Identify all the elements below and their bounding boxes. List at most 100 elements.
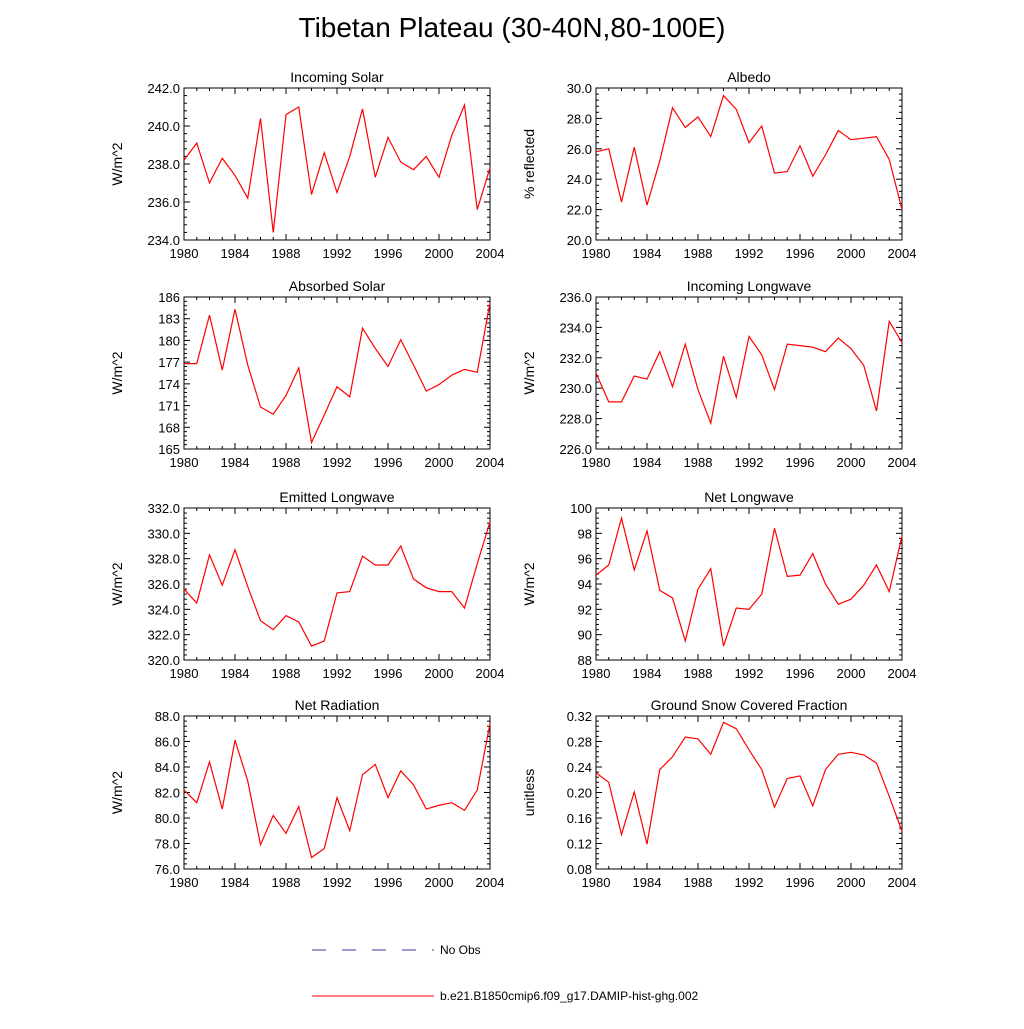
chart-panel-6: Net Longwave W/m^2 1980 1984 1988 1992 1996 200… (521, 489, 916, 681)
y-tick-label: 232.0 (559, 351, 592, 366)
x-tick-label: 1980 (582, 666, 611, 681)
chart-title: Emitted Longwave (279, 489, 394, 505)
series-line (595, 515, 903, 647)
y-tick-label: 80.0 (155, 811, 180, 826)
plot-frame (595, 715, 903, 870)
y-tick-label: 92 (578, 602, 592, 617)
chart-title: Incoming Longwave (687, 278, 812, 294)
x-tick-label: 1992 (735, 455, 764, 470)
x-tick-label: 1984 (633, 246, 662, 261)
plot-frame (183, 87, 491, 241)
series-line (595, 319, 903, 426)
y-tick-label: 226.0 (559, 442, 592, 457)
x-tick-label: 1980 (170, 455, 199, 470)
x-tick-label: 1984 (221, 875, 250, 890)
y-tick-label: 328.0 (147, 552, 180, 567)
x-tick-label: 1984 (221, 246, 250, 261)
y-tick-label: 88.0 (155, 709, 180, 724)
x-tick-label: 1984 (633, 455, 662, 470)
y-axis-label: W/m^2 (521, 562, 537, 605)
x-tick-label: 1992 (735, 246, 764, 261)
x-tick-label: 1988 (272, 875, 301, 890)
plot-frame (595, 87, 903, 241)
chart-panel-2: Albedo % reflected 1980 1984 1988 1992 1996 200… (521, 69, 916, 261)
y-tick-label: 24.0 (567, 172, 592, 187)
plot-frame (595, 507, 903, 661)
series-line (183, 723, 491, 859)
x-tick-label: 1992 (323, 875, 352, 890)
chart-panel-7: Net Radiation W/m^2 1980 1984 1988 1992 1996 20… (109, 697, 504, 890)
chart-panel-4: Incoming Longwave W/m^2 1980 1984 1988 1992 19… (521, 278, 916, 470)
y-tick-label: 165 (158, 442, 180, 457)
x-tick-label: 2000 (837, 875, 866, 890)
y-tick-label: 183 (158, 312, 180, 327)
x-tick-label: 1980 (582, 455, 611, 470)
y-tick-label: 168 (158, 420, 180, 435)
plot-frame (183, 296, 491, 450)
y-tick-label: 98 (578, 526, 592, 541)
x-tick-label: 1996 (786, 455, 815, 470)
y-tick-label: 171 (158, 399, 180, 414)
chart-panel-1: Incoming Solar W/m^2 1980 1984 1988 1992 1996 2… (109, 69, 504, 261)
y-axis-label: W/m^2 (109, 351, 125, 394)
y-tick-label: 88 (578, 653, 592, 668)
y-tick-label: 240.0 (147, 119, 180, 134)
series-line (184, 302, 491, 445)
x-tick-label: 1984 (633, 875, 662, 890)
y-tick-label: 174 (158, 377, 180, 392)
y-tick-label: 332.0 (147, 501, 180, 516)
x-tick-label: 2000 (837, 246, 866, 261)
x-tick-label: 2004 (888, 666, 917, 681)
x-tick-label: 1996 (786, 875, 815, 890)
x-tick-label: 1992 (323, 666, 352, 681)
legend-obs-label: No Obs (440, 943, 481, 957)
y-tick-label: 177 (158, 355, 180, 370)
x-tick-label: 2000 (425, 875, 454, 890)
chart-title: Absorbed Solar (289, 278, 386, 294)
plot-frame (183, 715, 491, 870)
x-tick-label: 2004 (888, 246, 917, 261)
y-tick-label: 100 (570, 501, 592, 516)
x-tick-label: 1988 (684, 875, 713, 890)
y-tick-label: 82.0 (155, 786, 180, 801)
y-tick-label: 236.0 (559, 290, 592, 305)
x-tick-label: 1996 (374, 666, 403, 681)
x-tick-label: 2004 (476, 246, 505, 261)
y-tick-label: 0.20 (567, 786, 592, 801)
x-tick-label: 2004 (476, 666, 505, 681)
legend-model-label: b.e21.B1850cmip6.f09_g17.DAMIP-hist-ghg.… (440, 989, 698, 1003)
x-tick-label: 2004 (888, 455, 917, 470)
y-tick-label: 228.0 (559, 412, 592, 427)
x-tick-label: 1980 (170, 246, 199, 261)
plot-frame (595, 296, 903, 450)
y-tick-label: 22.0 (567, 203, 592, 218)
y-tick-label: 30.0 (567, 81, 592, 96)
x-tick-label: 1992 (735, 666, 764, 681)
y-tick-label: 0.28 (567, 735, 592, 750)
y-tick-label: 20.0 (567, 233, 592, 248)
y-tick-label: 0.12 (567, 837, 592, 852)
y-tick-label: 230.0 (559, 381, 592, 396)
y-axis-label: unitless (521, 769, 537, 816)
x-tick-label: 1996 (374, 875, 403, 890)
y-tick-label: 26.0 (567, 142, 592, 157)
x-tick-label: 1980 (170, 875, 199, 890)
series-line (595, 721, 903, 845)
y-tick-label: 186 (158, 290, 180, 305)
x-tick-label: 1988 (684, 666, 713, 681)
y-tick-label: 236.0 (147, 195, 180, 210)
x-tick-label: 2000 (425, 666, 454, 681)
y-tick-label: 78.0 (155, 837, 180, 852)
chart-panel-3: Absorbed Solar W/m^2 1980 1984 1988 1992 1996 2… (109, 278, 504, 470)
y-tick-label: 86.0 (155, 735, 180, 750)
chart-panel-5: Emitted Longwave W/m^2 1980 1984 1988 1992 199… (109, 489, 504, 681)
chart-title: Ground Snow Covered Fraction (651, 697, 848, 713)
x-tick-label: 2000 (837, 666, 866, 681)
x-tick-label: 2000 (837, 455, 866, 470)
x-tick-label: 1988 (272, 666, 301, 681)
x-tick-label: 1996 (786, 246, 815, 261)
x-tick-label: 1988 (272, 455, 301, 470)
y-axis-label: % reflected (521, 129, 537, 199)
